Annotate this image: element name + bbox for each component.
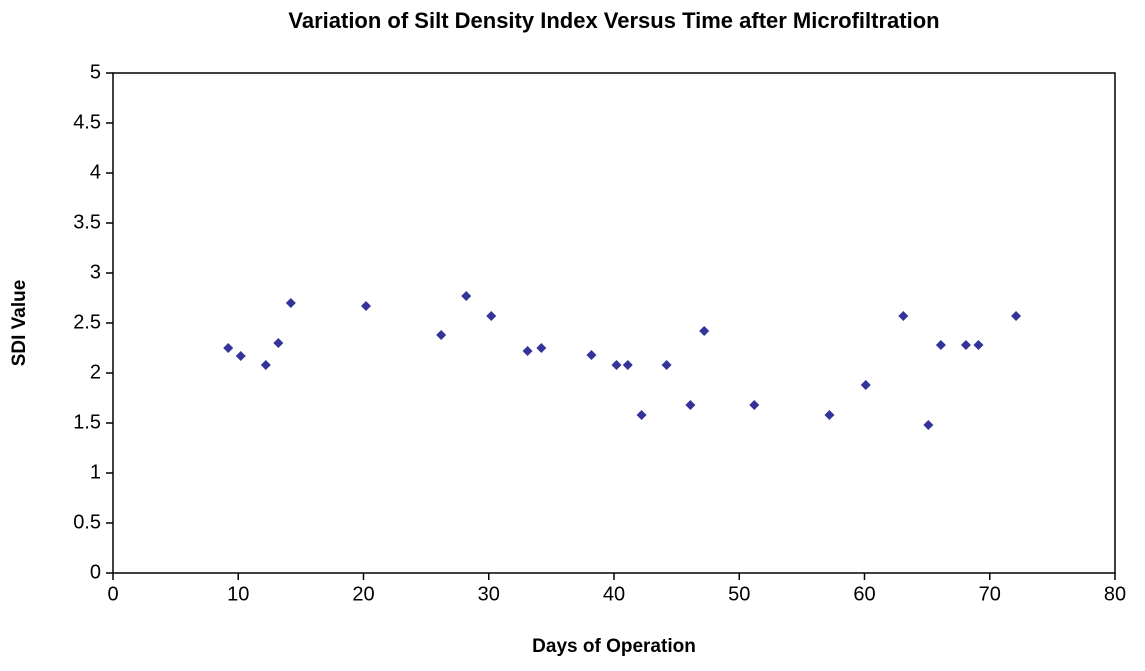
data-point (960, 340, 971, 350)
y-tick-label: 4 (90, 161, 101, 183)
data-point (685, 400, 696, 410)
data-point (461, 291, 472, 301)
y-tick-label: 2 (90, 361, 101, 383)
data-point (824, 410, 835, 420)
x-tick-label: 40 (603, 583, 625, 605)
data-point (749, 400, 760, 410)
y-tick-label: 2.5 (73, 311, 101, 333)
x-tick-label: 70 (979, 583, 1001, 605)
y-tick-label: 4.5 (73, 111, 101, 133)
data-point (935, 340, 946, 350)
data-point (699, 326, 710, 336)
x-tick-label: 30 (478, 583, 500, 605)
data-point (285, 298, 296, 308)
y-tick-label: 0 (90, 561, 101, 583)
y-axis-label: SDI Value (9, 280, 30, 367)
data-point (860, 380, 871, 390)
data-point (586, 350, 597, 360)
y-tick-label: 5 (90, 61, 101, 83)
y-tick-label: 3 (90, 261, 101, 283)
y-tick-label: 1.5 (73, 411, 101, 433)
data-point (536, 343, 547, 353)
data-point (235, 351, 246, 361)
data-point (611, 360, 622, 370)
data-point (436, 330, 447, 340)
data-point (1011, 311, 1022, 321)
x-tick-label: 50 (728, 583, 750, 605)
data-point (973, 340, 984, 350)
data-point (522, 346, 533, 356)
y-tick-label: 0.5 (73, 511, 101, 533)
data-point (260, 360, 271, 370)
plot-frame (112, 72, 1116, 574)
y-tick-label: 1 (90, 461, 101, 483)
data-point (622, 360, 633, 370)
data-point (486, 311, 497, 321)
y-tick-label: 3.5 (73, 211, 101, 233)
x-tick-label: 0 (107, 583, 118, 605)
x-tick-label: 20 (352, 583, 374, 605)
x-tick-label: 10 (227, 583, 249, 605)
data-point (636, 410, 647, 420)
x-axis-label: Days of Operation (532, 636, 696, 657)
data-point (661, 360, 672, 370)
x-tick-label: 80 (1104, 583, 1126, 605)
x-tick-label: 60 (853, 583, 875, 605)
data-point (273, 338, 284, 348)
data-point (898, 311, 909, 321)
data-point (923, 420, 934, 430)
data-point (361, 301, 372, 311)
data-point (223, 343, 234, 353)
chart-title: Variation of Silt Density Index Versus T… (288, 8, 939, 33)
